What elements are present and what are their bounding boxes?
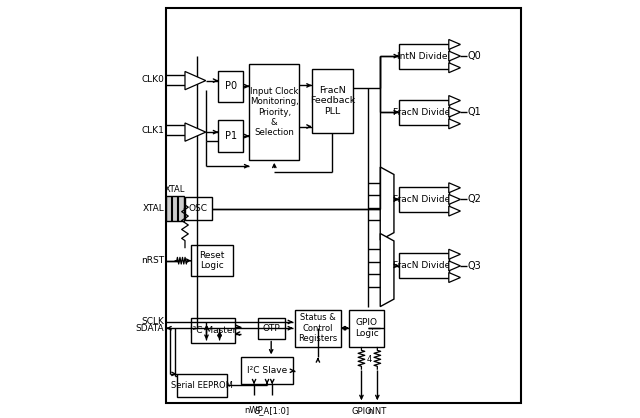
Bar <box>349 309 385 347</box>
Text: Q0: Q0 <box>468 51 482 61</box>
Polygon shape <box>449 39 460 49</box>
Text: OTP: OTP <box>262 324 280 333</box>
Polygon shape <box>449 206 460 216</box>
Text: P1: P1 <box>225 131 237 141</box>
Text: SDATA: SDATA <box>136 324 164 333</box>
Bar <box>166 196 184 221</box>
Polygon shape <box>449 107 460 117</box>
Bar <box>218 120 243 152</box>
Bar <box>295 309 340 347</box>
Bar <box>241 357 293 384</box>
Text: SCLK: SCLK <box>141 317 164 326</box>
Polygon shape <box>449 273 460 283</box>
Text: Status &
Control
Registers: Status & Control Registers <box>298 314 337 343</box>
Bar <box>250 64 300 160</box>
Text: nRST: nRST <box>141 256 164 265</box>
Bar <box>399 43 449 69</box>
Bar <box>258 318 285 339</box>
Bar <box>166 8 522 403</box>
Bar <box>399 100 449 125</box>
Polygon shape <box>449 51 460 61</box>
Text: nINT: nINT <box>368 407 387 416</box>
Text: I²C Slave: I²C Slave <box>247 366 287 375</box>
Text: Serial EEPROM: Serial EEPROM <box>171 381 232 390</box>
Polygon shape <box>380 167 394 240</box>
Text: XTAL: XTAL <box>165 185 185 194</box>
Text: XTAL: XTAL <box>143 204 164 213</box>
Text: GPIO
Logic: GPIO Logic <box>355 319 379 338</box>
Polygon shape <box>449 119 460 129</box>
Text: FracN Divider: FracN Divider <box>394 195 454 204</box>
Text: GPIO: GPIO <box>351 407 372 416</box>
Bar <box>218 71 243 102</box>
Text: IntN Divider: IntN Divider <box>397 51 451 61</box>
Text: P0: P0 <box>225 81 237 91</box>
Polygon shape <box>449 96 460 105</box>
Polygon shape <box>449 194 460 204</box>
Text: CLK1: CLK1 <box>141 126 164 135</box>
Bar <box>312 69 353 133</box>
Text: FracN Divider: FracN Divider <box>394 261 454 270</box>
Polygon shape <box>185 123 205 141</box>
Bar <box>177 374 227 397</box>
Text: Reset
Logic: Reset Logic <box>199 251 225 270</box>
Polygon shape <box>449 63 460 73</box>
Polygon shape <box>449 183 460 193</box>
Text: FracN Divider: FracN Divider <box>394 108 454 117</box>
Text: nWP: nWP <box>244 406 264 415</box>
Text: OSC: OSC <box>189 204 208 213</box>
Bar <box>185 197 212 220</box>
Bar <box>191 245 233 276</box>
Polygon shape <box>380 234 394 306</box>
Bar <box>399 253 449 278</box>
Text: Q1: Q1 <box>468 107 482 117</box>
Bar <box>399 187 449 212</box>
Polygon shape <box>185 71 205 90</box>
Text: Input Clock
Monitoring,
Priority,
&
Selection: Input Clock Monitoring, Priority, & Sele… <box>250 87 299 138</box>
Text: CLK0: CLK0 <box>141 75 164 84</box>
Text: 4: 4 <box>367 355 372 364</box>
Text: S_A[1:0]: S_A[1:0] <box>255 406 290 415</box>
Text: FracN
Feedback
PLL: FracN Feedback PLL <box>310 86 355 116</box>
Text: Q3: Q3 <box>468 261 482 271</box>
Polygon shape <box>449 249 460 259</box>
Polygon shape <box>449 261 460 271</box>
Bar <box>191 318 235 343</box>
Text: Q2: Q2 <box>468 194 482 204</box>
Text: I²C Master: I²C Master <box>190 326 236 335</box>
